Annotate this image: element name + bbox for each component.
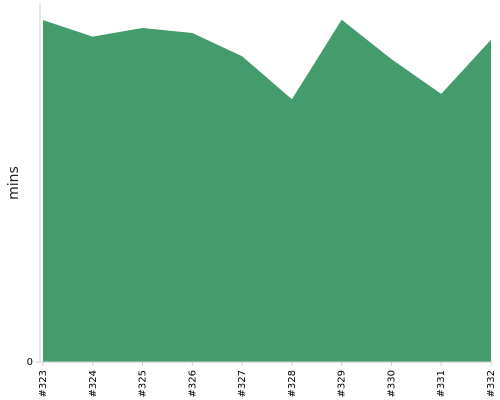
x-tick-label: #327 <box>237 370 248 397</box>
y-axis-ticks: 0 <box>27 357 40 368</box>
x-tick-label: #331 <box>436 370 447 397</box>
x-tick-label: #325 <box>138 370 149 397</box>
x-tick-label: #326 <box>187 370 198 397</box>
area-series-0 <box>43 19 491 362</box>
x-tick-label: #328 <box>287 370 298 397</box>
x-axis-ticks: #323 #324 #325 #326 #327 #328 #329 #330 #331 #332 <box>38 362 497 397</box>
y-tick-label: 0 <box>27 357 33 368</box>
x-tick-label: #332 <box>486 370 497 397</box>
x-tick-label: #323 <box>38 370 49 397</box>
x-tick-label: #330 <box>386 370 397 397</box>
y-axis-label: mins <box>6 166 22 200</box>
plot-area <box>43 19 491 362</box>
x-tick-label: #324 <box>88 370 99 397</box>
x-tick-label: #329 <box>337 370 348 397</box>
